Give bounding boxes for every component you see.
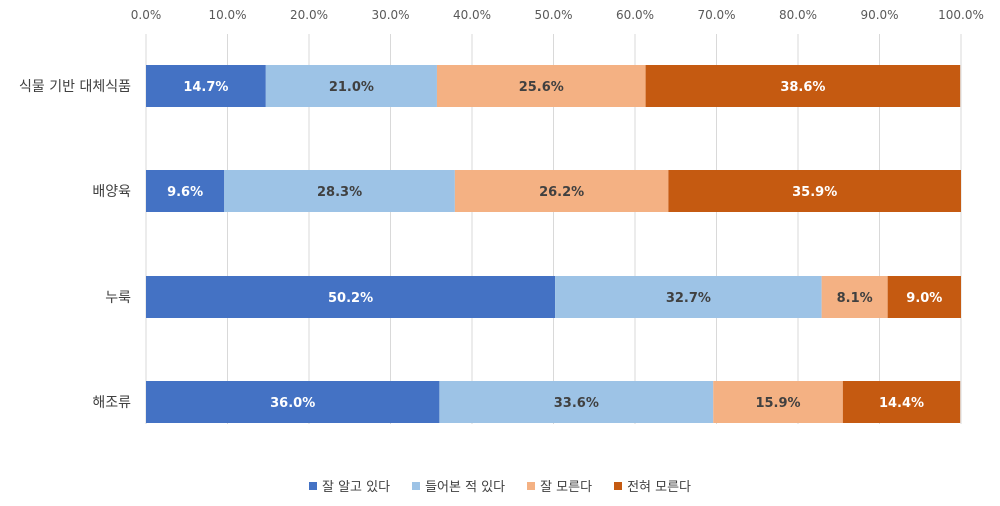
legend-label: 잘 모른다 — [540, 480, 593, 495]
legend-swatch — [412, 481, 421, 490]
x-tick-label: 0.0% — [131, 8, 162, 22]
x-tick-label: 40.0% — [453, 8, 491, 22]
data-label: 38.6% — [780, 80, 825, 95]
legend-item: 잘 모른다 — [527, 476, 592, 495]
data-label: 25.6% — [519, 80, 564, 95]
data-labels: 14.7% 21.0% 25.6% 38.6% 9.6% 28.3% 26.2% 35.9% 5… — [167, 80, 942, 411]
category-label: 누룩 — [105, 290, 131, 306]
bar-segment — [668, 170, 961, 212]
x-tick-label: 30.0% — [371, 8, 409, 22]
bar-segment — [555, 276, 822, 318]
data-label: 26.2% — [539, 185, 584, 200]
bar-segment — [454, 170, 669, 212]
x-tick-label: 50.0% — [534, 8, 572, 22]
legend-label: 잘 알고 있다 — [321, 480, 391, 495]
data-label: 9.0% — [906, 291, 942, 306]
legend-label: 들어본 적 있다 — [425, 480, 506, 495]
legend-item: 잘 알고 있다 — [308, 476, 391, 495]
bar-segment — [645, 65, 961, 107]
bar-segments — [146, 65, 961, 423]
x-tick-label: 100.0% — [938, 8, 984, 22]
data-label: 36.0% — [270, 396, 315, 411]
data-label: 50.2% — [328, 291, 373, 306]
bar-segment — [887, 276, 961, 318]
bar-segment — [146, 276, 556, 318]
bar-segment — [436, 65, 646, 107]
data-label: 28.3% — [317, 185, 362, 200]
legend-swatch — [527, 481, 536, 490]
data-label: 14.4% — [879, 396, 924, 411]
x-tick-label: 10.0% — [208, 8, 246, 22]
x-tick-label: 70.0% — [697, 8, 735, 22]
legend-item: 들어본 적 있다 — [412, 476, 505, 495]
data-label: 8.1% — [837, 291, 873, 306]
x-tick-label: 20.0% — [290, 8, 328, 22]
bar-segment — [146, 381, 440, 423]
legend-label: 전혀 모른다 — [627, 480, 692, 495]
bar-segment — [146, 65, 266, 107]
legend-swatch — [308, 481, 317, 490]
data-label: 15.9% — [755, 396, 800, 411]
legend-swatch — [614, 481, 623, 490]
legend-item: 전혀 모른다 — [614, 476, 691, 495]
data-label: 35.9% — [792, 185, 837, 200]
x-tick-label: 90.0% — [860, 8, 898, 22]
data-label: 33.6% — [554, 396, 599, 411]
bar-segment — [265, 65, 437, 107]
category-label: 배양육 — [92, 184, 131, 200]
bar-segment — [224, 170, 455, 212]
x-tick-label: 80.0% — [779, 8, 817, 22]
category-label: 식물 기반 대체식품 — [19, 79, 131, 95]
bar-segment — [146, 170, 225, 212]
category-label: 해조류 — [92, 395, 131, 411]
bar-segment — [821, 276, 888, 318]
data-label: 21.0% — [329, 80, 374, 95]
x-axis-ticks: 0.0% 10.0% 20.0% 30.0% 40.0% 50.0% 60.0% 70.0% 8… — [131, 8, 984, 22]
data-label: 14.7% — [183, 80, 228, 95]
data-label: 9.6% — [167, 185, 203, 200]
bar-segment — [439, 381, 714, 423]
x-tick-label: 60.0% — [616, 8, 654, 22]
data-label: 32.7% — [666, 291, 711, 306]
bar-segment — [713, 381, 843, 423]
stacked-bar-chart: 0.0% 10.0% 20.0% 30.0% 40.0% 50.0% 60.0% 70.0% 8… — [19, 8, 984, 424]
bar-segment — [842, 381, 961, 423]
chart-legend: 잘 알고 있다 들어본 적 있다 잘 모른다 전혀 모른다 — [0, 476, 1000, 495]
